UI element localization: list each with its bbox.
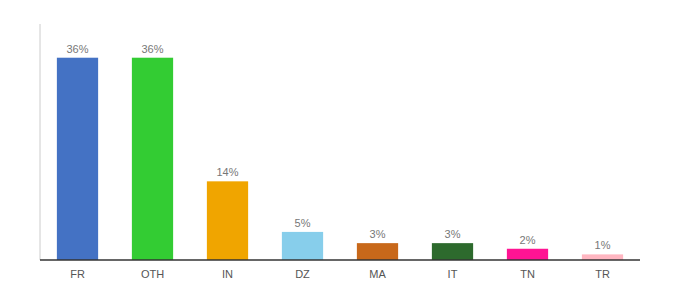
bar xyxy=(57,58,98,260)
data-label: 5% xyxy=(295,217,311,229)
x-tick-label: TN xyxy=(520,268,535,280)
data-label: 1% xyxy=(595,239,611,251)
y-axis-line xyxy=(40,24,41,260)
x-axis-line xyxy=(40,259,640,261)
chart: 36% 36% 14% 5% 3% 3% 2% 1% FR OTH IN DZ MA IT TN TR xyxy=(0,0,680,300)
bar xyxy=(207,181,248,260)
bar xyxy=(507,249,548,260)
data-label: 2% xyxy=(520,234,536,246)
bar xyxy=(282,232,323,260)
data-label: 14% xyxy=(216,166,238,178)
bar xyxy=(432,243,473,260)
data-label: 36% xyxy=(66,43,88,55)
x-tick-label: DZ xyxy=(295,268,310,280)
bar xyxy=(357,243,398,260)
data-label: 36% xyxy=(141,43,163,55)
x-tick-label: FR xyxy=(70,268,85,280)
x-tick-label: IT xyxy=(448,268,458,280)
x-tick-label: IN xyxy=(222,268,233,280)
bar xyxy=(582,254,623,260)
bar xyxy=(132,58,173,260)
data-label: 3% xyxy=(445,228,461,240)
bars xyxy=(57,58,623,260)
x-tick-label: OTH xyxy=(141,268,164,280)
data-label: 3% xyxy=(370,228,386,240)
chart-container: 36% 36% 14% 5% 3% 3% 2% 1% FR OTH IN DZ MA IT TN TR xyxy=(0,0,680,300)
x-tick-label: TR xyxy=(595,268,610,280)
x-tick-label: MA xyxy=(369,268,386,280)
